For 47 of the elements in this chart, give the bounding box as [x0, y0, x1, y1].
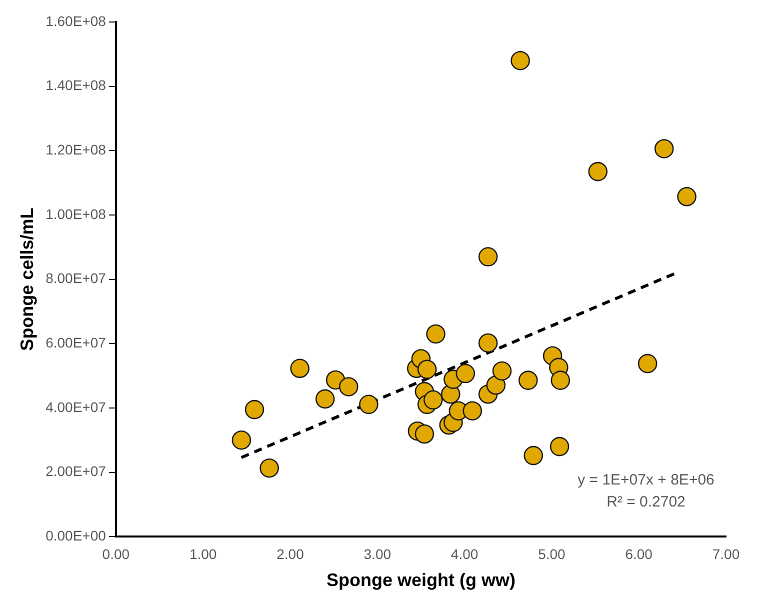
y-tick-label: 1.20E+08	[46, 142, 106, 158]
annotation: y = 1E+07x + 8E+06	[578, 472, 714, 489]
y-tick-label: 0.00E+00	[46, 527, 106, 544]
x-tick-label: 4.00	[450, 546, 478, 562]
x-tick-label: 2.00	[276, 546, 304, 562]
y-tick-label: 1.00E+08	[46, 206, 106, 222]
y-tick-label: 1.60E+08	[46, 12, 106, 29]
point	[510, 50, 530, 70]
point	[424, 390, 443, 410]
point	[426, 324, 446, 344]
point	[414, 424, 434, 444]
point	[588, 162, 608, 182]
point	[462, 401, 482, 420]
y-axis-title: Sponge cells/mL	[16, 208, 37, 351]
point	[492, 361, 512, 381]
x-tick-label: 5.00	[538, 546, 566, 562]
point	[456, 364, 476, 384]
x-tick-label: 1.00	[189, 546, 217, 562]
point	[315, 389, 335, 409]
point	[478, 333, 498, 353]
point	[290, 358, 310, 378]
x-tick-label: 3.00	[364, 546, 392, 562]
point	[244, 400, 264, 420]
y-tick-label: 2.00E+07	[46, 463, 106, 480]
y-tick-label: 6.00E+07	[46, 334, 106, 350]
point	[518, 370, 538, 390]
point	[654, 139, 674, 158]
point	[524, 446, 544, 466]
point	[550, 436, 570, 456]
y-tick-label: 8.00E+07	[46, 270, 106, 286]
point	[638, 354, 658, 374]
y-tick-label: 4.00E+07	[46, 398, 106, 415]
x-tick-label: 0.00	[102, 546, 130, 562]
point	[232, 430, 252, 450]
point	[486, 375, 506, 395]
annotation: R² = 0.2702	[606, 494, 686, 511]
point	[677, 186, 696, 206]
point	[260, 458, 279, 478]
x-axis-title: Sponge weight (g ww)	[326, 570, 516, 590]
point	[550, 370, 570, 390]
point	[417, 360, 437, 380]
point	[359, 394, 378, 414]
point	[478, 247, 498, 266]
x-tick-label: 7.00	[712, 546, 740, 562]
point	[338, 377, 358, 396]
y-tick-label: 1.40E+08	[46, 77, 106, 94]
x-tick-label: 6.00	[625, 546, 653, 562]
